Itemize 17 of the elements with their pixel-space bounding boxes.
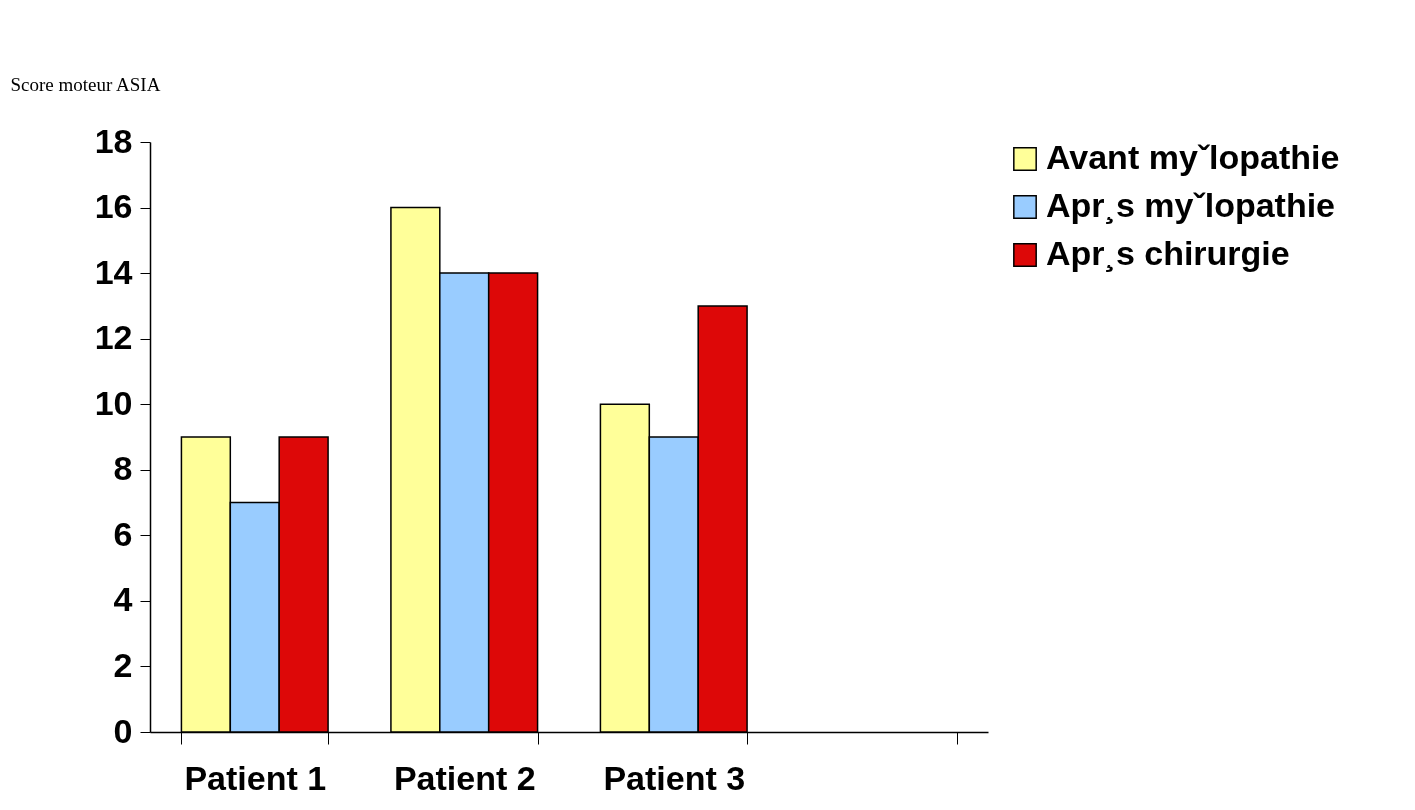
y-tick-label: 6 — [113, 514, 133, 553]
legend-label: Avant myˇlopathie — [1046, 138, 1340, 176]
y-tick-label: 4 — [113, 580, 133, 619]
x-tick-label: Patient 1 — [184, 758, 327, 797]
legend-label: Apr¸s chirurgie — [1046, 234, 1290, 272]
y-tick-label: 8 — [113, 449, 133, 488]
y-tick-label: 16 — [94, 187, 133, 226]
x-tick-label: Patient 2 — [393, 758, 536, 797]
y-tick-label: 2 — [113, 645, 133, 684]
y-tick-label: 0 — [113, 711, 133, 750]
legend-label: Apr¸s myˇlopathie — [1046, 186, 1336, 224]
y-axis-title: Score moteur ASIA — [10, 73, 161, 95]
y-tick-label: 14 — [94, 252, 133, 291]
y-tick-label: 12 — [94, 318, 133, 357]
y-tick-label: 18 — [94, 121, 133, 160]
y-tick-label: 10 — [94, 383, 133, 422]
x-tick-label: Patient 3 — [603, 758, 746, 797]
